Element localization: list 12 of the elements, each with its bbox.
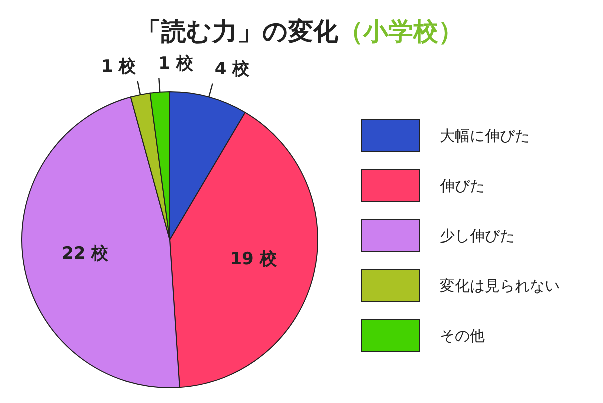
data-label: 4 校 [214, 60, 251, 80]
data-label: 22 校 [62, 244, 110, 264]
legend-label: 伸びた [439, 177, 485, 196]
data-label: 19 校 [230, 250, 278, 270]
chart-title: 「読む力」の変化 [136, 17, 340, 46]
data-label: 1 校 [101, 57, 138, 78]
legend-label: その他 [440, 327, 485, 346]
legend-label: 少し伸びた [440, 227, 515, 246]
legend-label: 大幅に伸びた [440, 127, 530, 146]
data-label: 1 校 [158, 54, 194, 74]
legend-label: 変化は見られない [440, 277, 560, 296]
chart-subtitle: （小学校） [338, 17, 464, 46]
